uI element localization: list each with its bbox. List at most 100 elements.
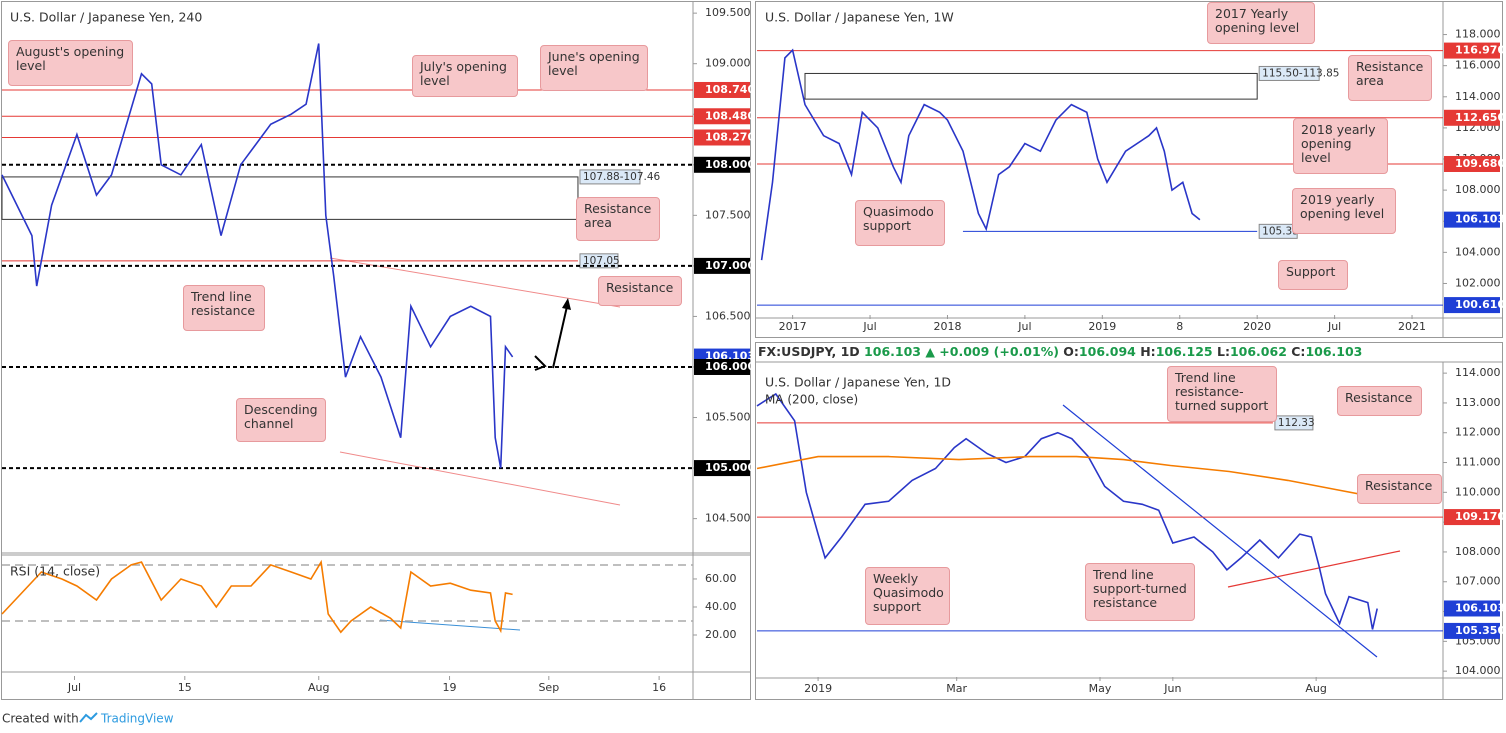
level-tag-label: 105.35 [1262, 225, 1299, 237]
x-tick-label: Jul [1327, 320, 1341, 333]
x-tick-label: Aug [308, 681, 329, 694]
x-tick-label: Aug [1305, 682, 1326, 695]
price-box [694, 156, 750, 173]
x-tick-label: Jun [1163, 682, 1181, 695]
price-box [1444, 155, 1500, 172]
price-box-label: 105.350 [1455, 624, 1505, 637]
symbol: FX:USDJPY, 1D [758, 344, 860, 359]
y-tick-label: 104.000 [1455, 664, 1501, 677]
chart-title: RSI (14, close) [10, 564, 100, 579]
zone [1, 176, 579, 220]
last-price: 106.103 [864, 344, 921, 359]
symbol-header: FX:USDJPY, 1D 106.103 ▲ +0.009 (+0.01%) … [758, 344, 1362, 359]
price-line [756, 392, 1378, 630]
y-tick-label: 114.000 [1455, 366, 1501, 379]
footer-text: Created with [2, 712, 79, 726]
callout: 2019 yearly opening level [1292, 188, 1396, 234]
level-tag-label: 107.05 [583, 255, 620, 267]
x-tick-label: May [1089, 682, 1112, 695]
x-tick-label: Sep [538, 681, 559, 694]
x-tick-label: 19 [443, 681, 457, 694]
brand-logo [79, 712, 98, 723]
footer-brand[interactable]: TradingView [100, 712, 174, 726]
price-box-label: 100.610 [1455, 298, 1505, 311]
y-tick-label: 105.500 [705, 411, 751, 424]
arrow-head [562, 298, 571, 310]
price-box-label: 107.000 [705, 259, 755, 272]
y-tick-label: 110.000 [1455, 485, 1501, 498]
y-tick-label: 20.00 [705, 628, 737, 641]
price-box-label: 109.170 [1455, 510, 1505, 523]
y-tick-label: 109.500 [705, 6, 751, 19]
price-box-label: 112.650 [1455, 111, 1505, 124]
y-tick-label: 111.000 [1455, 456, 1501, 469]
price-box-label: 108.270 [705, 130, 755, 143]
price-box-label: 106.103 [1455, 601, 1505, 614]
x-tick-label: Jul [1017, 320, 1031, 333]
price-box [1444, 600, 1500, 617]
x-tick-label: 2020 [1243, 320, 1271, 333]
price-line [1, 559, 513, 634]
y-tick-label: 108.000 [1455, 183, 1501, 196]
level-tag [1274, 415, 1314, 431]
y-tick-label: 107.000 [1455, 575, 1501, 588]
high: 106.125 [1156, 344, 1213, 359]
panel-frame [1, 1, 751, 700]
high-label: H: [1140, 344, 1155, 359]
price-box [1444, 509, 1500, 526]
y-tick-label: 60.00 [705, 572, 737, 585]
price-box-label: 116.970 [1455, 44, 1505, 57]
callout: August's opening level [8, 40, 133, 86]
panel-frame [755, 1, 1503, 338]
price-box [1444, 42, 1500, 59]
divergence-line [379, 619, 521, 631]
callout: July's opening level [412, 55, 518, 97]
price-box [694, 257, 750, 274]
x-tick-label: 2017 [779, 320, 807, 333]
x-tick-label: 2021 [1398, 320, 1426, 333]
low: 106.062 [1230, 344, 1287, 359]
open: 106.094 [1079, 344, 1136, 359]
trend-line [1062, 404, 1378, 658]
price-box-label: 108.740 [705, 83, 755, 96]
callout: Resistance [598, 276, 682, 306]
zone [804, 72, 1258, 100]
callout: Trend line resistance [183, 285, 265, 331]
callout: Trend line support-turned resistance [1085, 563, 1195, 621]
price-box [694, 108, 750, 125]
price-box [1444, 109, 1500, 126]
low-label: L: [1217, 344, 1230, 359]
level-tag-label: 112.33 [1278, 417, 1315, 429]
callout: Resistance area [576, 197, 660, 241]
y-tick-label: 112.000 [1455, 426, 1501, 439]
callout: Weekly Quasimodo support [865, 567, 950, 625]
price-box-label: 105.000 [705, 461, 755, 474]
x-tick-label: 15 [178, 681, 192, 694]
price-box-label: 108.000 [705, 158, 755, 171]
y-tick-label: 118.000 [1455, 28, 1501, 41]
callout: 2017 Yearly opening level [1207, 2, 1315, 44]
legend-entry: MA (200, close) [765, 393, 858, 407]
arrow [534, 355, 547, 371]
callout: Trend line resistance-turned support [1167, 366, 1277, 422]
trend-line [1227, 550, 1401, 588]
price-box [1444, 211, 1500, 228]
level-tag [579, 253, 619, 269]
close-label: C: [1291, 344, 1305, 359]
price-box [694, 358, 750, 375]
price-box [694, 129, 750, 146]
y-tick-label: 106.500 [705, 309, 751, 322]
channel-line [339, 451, 621, 506]
zone-label: 115.50-113.85 [1262, 67, 1339, 79]
y-tick-label: 102.000 [1455, 276, 1501, 289]
price-line [1, 43, 514, 469]
zone-tag [579, 169, 641, 185]
y-tick-label: 104.500 [705, 512, 751, 525]
callout: 2018 yearly opening level [1293, 118, 1388, 174]
callout: Support [1278, 260, 1348, 290]
y-tick-label: 40.00 [705, 600, 737, 613]
y-tick-label: 116.000 [1455, 59, 1501, 72]
x-tick-label: 2019 [804, 682, 832, 695]
